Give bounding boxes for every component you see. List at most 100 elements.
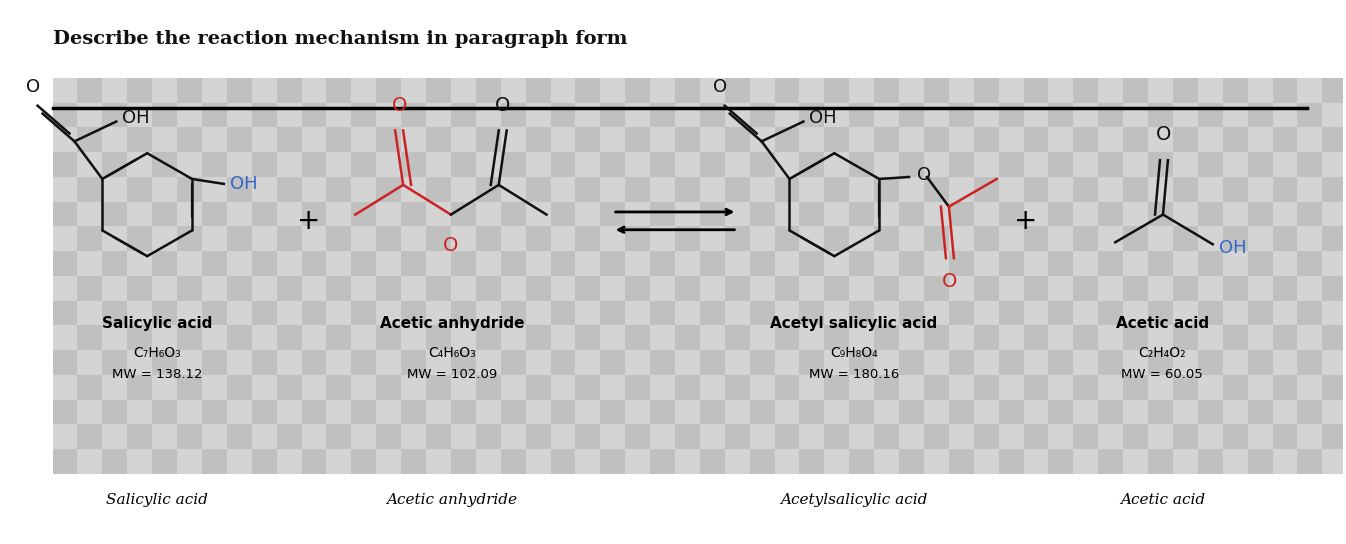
Bar bbox=[923, 127, 949, 152]
Bar bbox=[774, 375, 800, 400]
Bar bbox=[327, 350, 351, 375]
Bar bbox=[501, 103, 525, 127]
Bar bbox=[874, 424, 899, 449]
Bar bbox=[1073, 152, 1098, 177]
Bar bbox=[750, 103, 774, 127]
Bar bbox=[1322, 251, 1346, 276]
Bar bbox=[1298, 152, 1322, 177]
Bar bbox=[700, 251, 724, 276]
Bar bbox=[973, 226, 999, 251]
Bar bbox=[1248, 276, 1272, 301]
Bar bbox=[351, 276, 377, 301]
Bar bbox=[899, 400, 923, 424]
Bar bbox=[1023, 103, 1049, 127]
Bar bbox=[1049, 449, 1073, 474]
Bar bbox=[128, 301, 152, 325]
Bar bbox=[78, 325, 102, 350]
Bar bbox=[551, 375, 575, 400]
Bar bbox=[52, 251, 78, 276]
Bar bbox=[476, 449, 501, 474]
Bar bbox=[427, 449, 451, 474]
Bar bbox=[650, 424, 674, 449]
Bar bbox=[1073, 177, 1098, 202]
Bar bbox=[949, 301, 973, 325]
Bar bbox=[874, 276, 899, 301]
Bar bbox=[1023, 424, 1049, 449]
Bar bbox=[476, 177, 501, 202]
Bar bbox=[1073, 400, 1098, 424]
Bar bbox=[1098, 276, 1123, 301]
Bar bbox=[650, 449, 674, 474]
Bar bbox=[128, 400, 152, 424]
Bar bbox=[923, 78, 949, 103]
Bar bbox=[1172, 375, 1198, 400]
Bar bbox=[724, 424, 750, 449]
Bar bbox=[1222, 78, 1248, 103]
Bar bbox=[674, 226, 700, 251]
Bar bbox=[227, 375, 252, 400]
Bar bbox=[1023, 350, 1049, 375]
Bar bbox=[1148, 78, 1172, 103]
Bar bbox=[824, 202, 849, 226]
Bar bbox=[1198, 424, 1222, 449]
Bar bbox=[1222, 152, 1248, 177]
Bar bbox=[849, 375, 874, 400]
Bar bbox=[923, 103, 949, 127]
Bar bbox=[401, 449, 427, 474]
Bar bbox=[451, 103, 476, 127]
Bar bbox=[128, 424, 152, 449]
Bar bbox=[800, 449, 824, 474]
Bar bbox=[128, 202, 152, 226]
Bar bbox=[1123, 325, 1148, 350]
Bar bbox=[849, 325, 874, 350]
Bar bbox=[849, 226, 874, 251]
Bar bbox=[774, 177, 800, 202]
Bar bbox=[227, 152, 252, 177]
Bar bbox=[999, 226, 1023, 251]
Bar bbox=[277, 152, 302, 177]
Bar bbox=[202, 424, 227, 449]
Bar bbox=[451, 301, 476, 325]
Bar bbox=[650, 325, 674, 350]
Bar bbox=[52, 127, 78, 152]
Bar bbox=[1049, 350, 1073, 375]
Bar bbox=[327, 103, 351, 127]
Bar bbox=[52, 226, 78, 251]
Bar bbox=[351, 375, 377, 400]
Bar bbox=[377, 226, 401, 251]
Bar bbox=[377, 301, 401, 325]
Bar bbox=[327, 226, 351, 251]
Bar bbox=[476, 424, 501, 449]
Bar bbox=[1023, 127, 1049, 152]
Bar bbox=[202, 375, 227, 400]
Bar bbox=[102, 177, 128, 202]
Bar bbox=[1049, 301, 1073, 325]
Bar bbox=[1023, 301, 1049, 325]
Bar bbox=[1023, 226, 1049, 251]
Bar bbox=[451, 127, 476, 152]
Bar bbox=[1272, 325, 1298, 350]
Bar bbox=[401, 152, 427, 177]
Bar bbox=[923, 375, 949, 400]
Bar bbox=[1272, 301, 1298, 325]
Bar bbox=[1123, 127, 1148, 152]
Bar bbox=[327, 276, 351, 301]
Bar bbox=[351, 152, 377, 177]
Bar bbox=[750, 177, 774, 202]
Bar bbox=[525, 375, 551, 400]
Bar bbox=[1198, 177, 1222, 202]
Bar bbox=[874, 177, 899, 202]
Bar bbox=[78, 375, 102, 400]
Bar bbox=[800, 251, 824, 276]
Bar bbox=[1248, 152, 1272, 177]
Bar bbox=[476, 375, 501, 400]
Bar bbox=[1298, 350, 1322, 375]
Bar bbox=[1023, 202, 1049, 226]
Bar bbox=[252, 127, 277, 152]
Bar bbox=[923, 424, 949, 449]
Bar bbox=[1222, 226, 1248, 251]
Bar bbox=[750, 127, 774, 152]
Bar bbox=[1098, 375, 1123, 400]
Bar bbox=[102, 350, 128, 375]
Bar bbox=[178, 103, 202, 127]
